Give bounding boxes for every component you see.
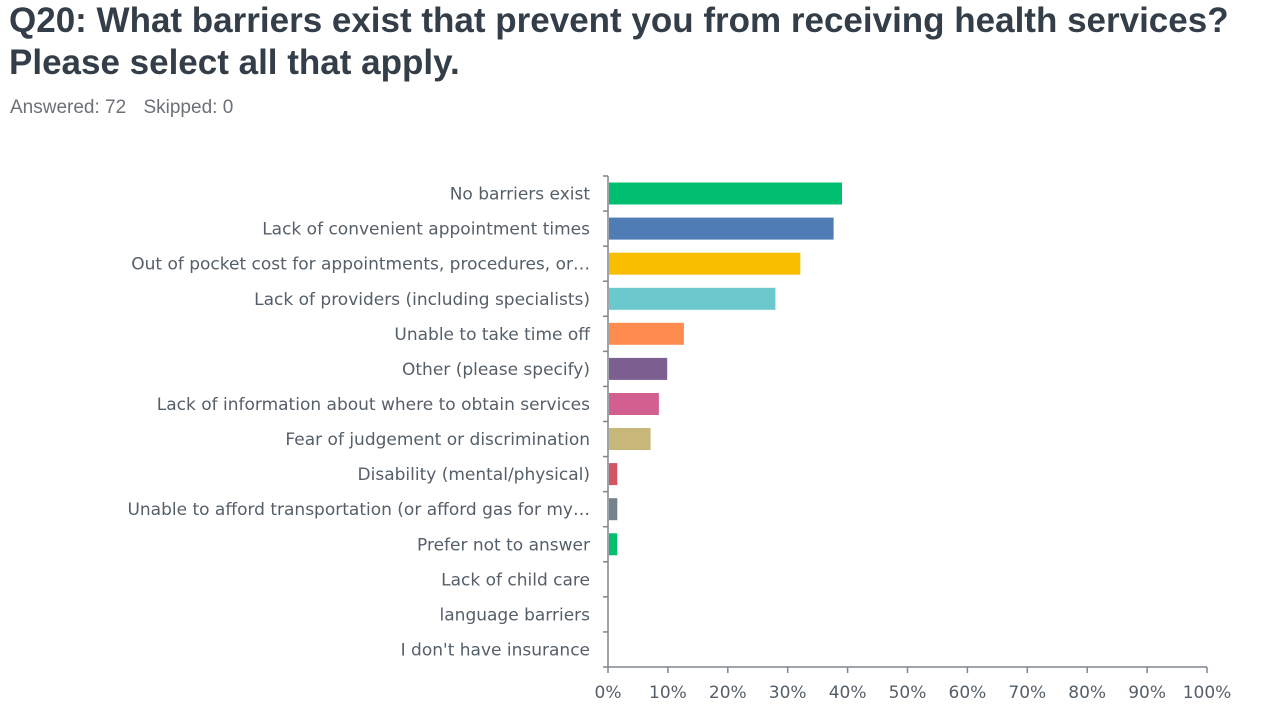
category-label-11: Lack of child care — [441, 570, 590, 590]
bar-2 — [609, 252, 801, 275]
bar-6 — [609, 393, 659, 415]
x-tick-label-3: 30% — [769, 683, 807, 703]
category-label-1: Lack of convenient appointment times — [262, 220, 590, 240]
category-label-10: Prefer not to answer — [417, 535, 590, 555]
bar-1 — [609, 217, 834, 240]
x-tick-label-0: 0% — [595, 683, 622, 703]
category-label-6: Lack of information about where to obtai… — [157, 395, 590, 415]
question-title: Q20: What barriers exist that prevent yo… — [9, 1, 1229, 82]
x-tick-label-1: 10% — [649, 683, 687, 703]
bar-0 — [609, 182, 842, 205]
bar-3 — [609, 287, 776, 310]
category-label-4: Unable to take time off — [394, 325, 591, 345]
answered-count: Answered: 72 — [10, 97, 127, 118]
x-tick-label-6: 60% — [949, 683, 987, 703]
category-label-12: language barriers — [440, 605, 591, 625]
bar-10 — [609, 533, 618, 556]
category-label-13: I don't have insurance — [401, 641, 590, 661]
response-stats: Answered: 72 Skipped: 0 — [10, 96, 245, 120]
category-label-8: Disability (mental/physical) — [358, 465, 590, 485]
x-tick-label-7: 70% — [1008, 683, 1046, 703]
category-label-0: No barriers exist — [450, 185, 591, 205]
category-label-7: Fear of judgement or discrimination — [285, 430, 590, 450]
x-tick-label-4: 40% — [829, 683, 867, 703]
x-tick-label-10: 100% — [1183, 683, 1232, 703]
category-label-2: Out of pocket cost for appointments, pro… — [131, 255, 590, 275]
bar-9 — [609, 498, 618, 521]
bar-5 — [609, 357, 668, 380]
x-tick-label-9: 90% — [1128, 683, 1166, 703]
x-tick-label-5: 50% — [889, 683, 927, 703]
bar-7 — [609, 428, 651, 450]
bar-4 — [609, 322, 684, 345]
category-label-5: Other (please specify) — [402, 360, 590, 380]
bar-8 — [609, 463, 618, 486]
skipped-count: Skipped: 0 — [143, 97, 234, 118]
category-label-9: Unable to afford transportation (or affo… — [127, 500, 590, 520]
x-tick-label-2: 20% — [709, 683, 747, 703]
category-label-3: Lack of providers (including specialists… — [254, 290, 590, 310]
x-tick-label-8: 80% — [1068, 683, 1106, 703]
